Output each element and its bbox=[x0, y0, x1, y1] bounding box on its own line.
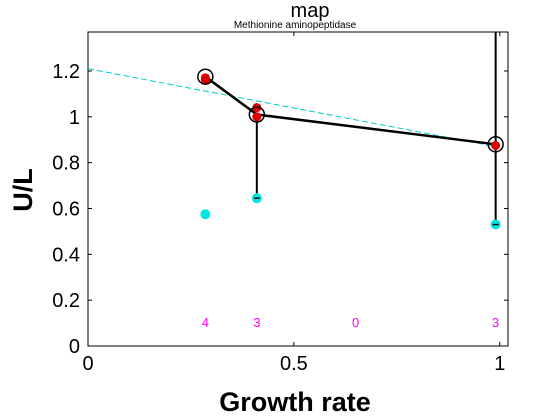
x-tick-label: 1 bbox=[494, 353, 505, 375]
x-tick-label: 0.5 bbox=[280, 353, 308, 375]
y-tick-label: 0.8 bbox=[52, 153, 80, 175]
y-tick-label: 1.2 bbox=[52, 61, 80, 83]
chart-title: map bbox=[291, 0, 330, 22]
y-tick-label: 0.4 bbox=[52, 244, 80, 266]
mean-point bbox=[248, 106, 266, 123]
cyan-point bbox=[200, 209, 211, 220]
trend-line bbox=[87, 68, 496, 148]
axes-layer: 0 0.5 1 0 0.2 0.4 0.6 0.8 1 1.2 bbox=[52, 32, 508, 375]
red-point bbox=[200, 75, 210, 85]
plot-layer: 4 3 0 3 bbox=[87, 32, 504, 330]
x-tick-label: 0 bbox=[82, 353, 93, 375]
mean-point bbox=[487, 136, 504, 153]
y-tick-label: 0.2 bbox=[52, 290, 80, 312]
sample-count-label: 3 bbox=[253, 315, 260, 330]
chart-subtitle: Methionine aminopeptidase bbox=[234, 20, 357, 31]
x-axis-label: Growth rate bbox=[219, 387, 371, 417]
red-point bbox=[252, 112, 262, 122]
y-tick-label: 0.6 bbox=[52, 198, 80, 220]
sample-count-label: 4 bbox=[202, 315, 209, 330]
red-point bbox=[491, 140, 501, 150]
sample-count-label: 0 bbox=[352, 315, 359, 330]
y-axis-label: U/L bbox=[8, 168, 38, 212]
y-tick-label: 0 bbox=[69, 336, 80, 358]
mean-point bbox=[197, 68, 214, 85]
sample-count-label: 3 bbox=[492, 315, 499, 330]
plot-area bbox=[87, 31, 509, 347]
y-tick-label: 1 bbox=[69, 107, 80, 129]
